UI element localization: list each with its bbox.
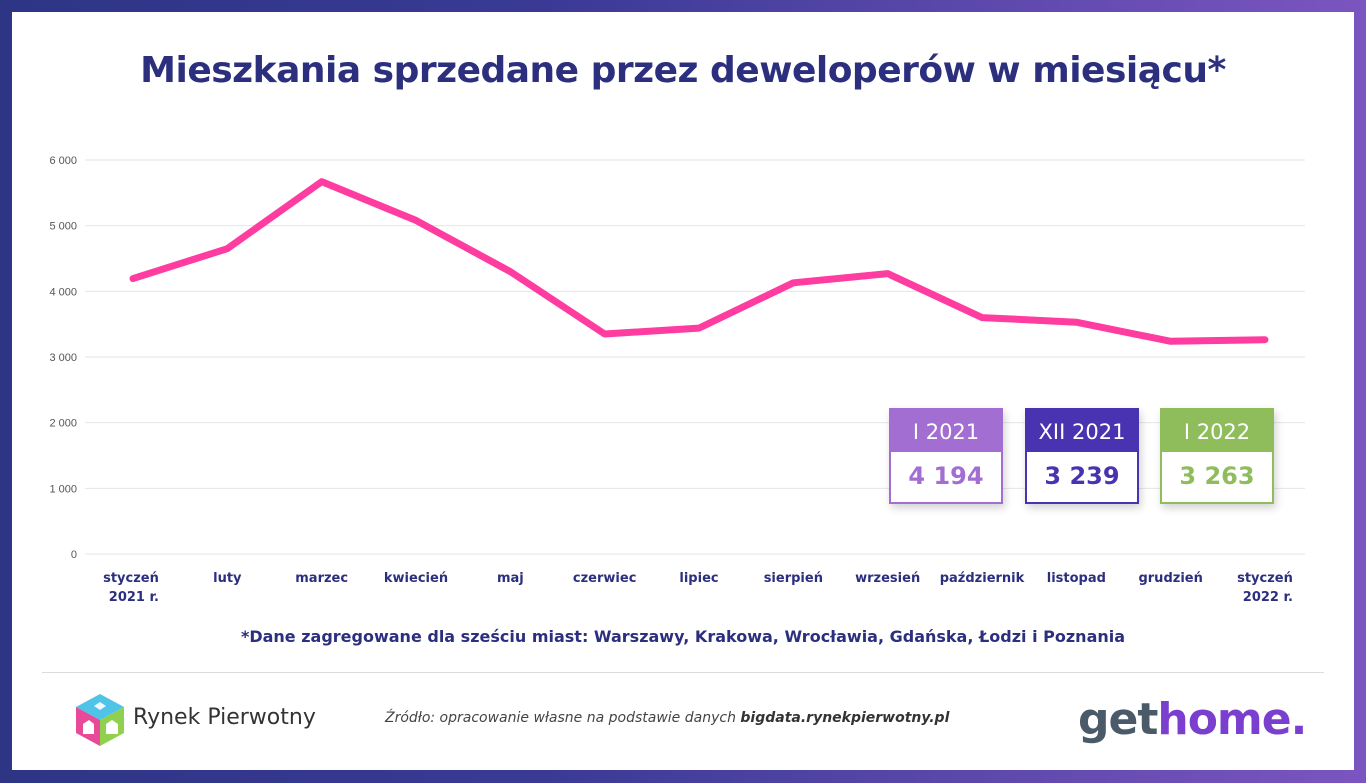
y-tick-label: 4 000 xyxy=(49,286,77,298)
y-tick-label: 0 xyxy=(71,549,77,561)
highlight-label: XII 2021 xyxy=(1027,410,1137,452)
x-tick-label: kwiecień xyxy=(384,571,448,586)
highlight-value: 3 239 xyxy=(1044,462,1120,490)
y-tick-label: 1 000 xyxy=(49,483,77,495)
x-tick-label: październik xyxy=(940,571,1025,586)
x-tick-label: lipiec xyxy=(679,571,718,586)
series-line xyxy=(129,178,1269,345)
x-tick-label: wrzesień xyxy=(855,571,920,586)
y-tick-label: 2 000 xyxy=(49,418,77,430)
x-tick-label: listopad xyxy=(1047,571,1106,586)
x-tick-label: styczeń 2021 r. xyxy=(103,571,159,605)
footer-divider xyxy=(42,672,1324,673)
gethome-logo-part1: get xyxy=(1078,694,1158,745)
highlight-value: 4 194 xyxy=(908,462,984,490)
highlight-box-jan-2022: I 2022 3 263 xyxy=(1160,408,1274,504)
source-prefix: Źródło: opracowanie własne na podstawie … xyxy=(385,710,736,726)
footnote: *Dane zagregowane dla sześciu miast: War… xyxy=(240,627,1126,646)
y-tick-label: 6 000 xyxy=(49,155,77,167)
chart-title: Mieszkania sprzedane przez deweloperów w… xyxy=(140,50,1226,91)
brand-left-label: Rynek Pierwotny xyxy=(133,705,316,730)
x-tick-label: maj xyxy=(497,571,524,586)
source-link[interactable]: bigdata.rynekpierwotny.pl xyxy=(740,710,950,726)
x-tick-label: styczeń 2022 r. xyxy=(1237,571,1293,605)
gethome-logo-part2: home. xyxy=(1157,694,1307,745)
x-tick-label: luty xyxy=(213,571,242,586)
x-tick-label: marzec xyxy=(295,571,348,586)
highlight-label: I 2021 xyxy=(891,410,1001,452)
highlight-box-dec-2021: XII 2021 3 239 xyxy=(1025,408,1139,504)
chart-card xyxy=(12,12,1354,770)
rynek-pierwotny-logo-icon xyxy=(76,694,124,746)
highlight-value: 3 263 xyxy=(1179,462,1255,490)
x-tick-label: sierpień xyxy=(764,571,823,586)
x-tick-label: grudzień xyxy=(1138,571,1202,586)
gethome-logo: gethome. xyxy=(1078,694,1307,745)
y-tick-label: 5 000 xyxy=(49,221,77,233)
highlight-label: I 2022 xyxy=(1162,410,1272,452)
x-tick-label: czerwiec xyxy=(573,571,637,586)
source-text: Źródło: opracowanie własne na podstawie … xyxy=(385,710,949,726)
highlight-box-jan-2021: I 2021 4 194 xyxy=(889,408,1003,504)
y-tick-label: 3 000 xyxy=(49,352,77,364)
